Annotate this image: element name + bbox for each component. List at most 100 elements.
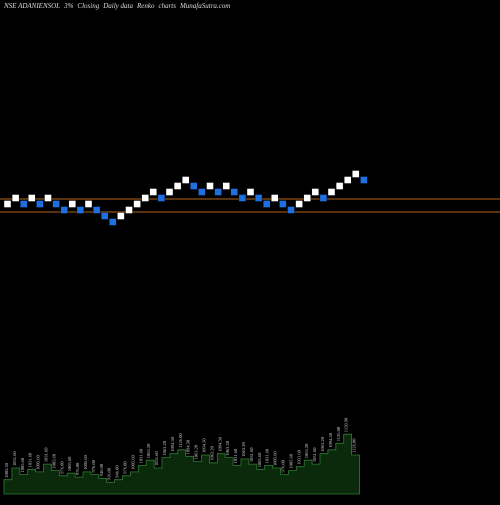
charts-label: charts — [158, 2, 176, 10]
volume-label-7: 1005.60 — [51, 453, 56, 468]
volume-label-6: 1031.60 — [44, 447, 49, 462]
volume-label-15: 946.00 — [115, 465, 120, 478]
volume-label-43: 1126.00 — [336, 426, 341, 441]
renko-brick-18 — [141, 194, 149, 202]
renko-brick-24 — [190, 182, 198, 190]
site-label: MunafaSutra.com — [179, 2, 231, 10]
volume-label-1: 1005.50 — [4, 462, 9, 477]
renko-brick-38 — [303, 194, 311, 202]
renko-brick-20 — [157, 194, 166, 202]
volume-label-37: 1005.60 — [288, 453, 293, 468]
volume-label-3: 1005.60 — [20, 457, 25, 472]
volume-label-34: 1031.60 — [265, 448, 270, 463]
renko-brick-45 — [360, 176, 368, 184]
volume-label-14: 916.00 — [107, 467, 112, 480]
volume-label-36: 976.00 — [281, 459, 286, 472]
renko-brick-34 — [271, 194, 279, 202]
volume-label-32: 1031.60 — [249, 447, 254, 462]
volume-label-16: 976.00 — [123, 461, 128, 474]
renko-brick-23 — [181, 176, 190, 184]
volume-label-45: 1126.00 — [352, 438, 357, 453]
volume-label-25: 1063.20 — [194, 444, 199, 459]
volume-label-39: 1063.20 — [304, 443, 309, 458]
volume-label-2: 1031.60 — [12, 451, 17, 466]
renko-brick-31 — [246, 188, 255, 196]
volume-label-41: 1063.20 — [320, 436, 325, 451]
renko-brick-41 — [327, 188, 336, 196]
basis-label: Closing — [77, 2, 100, 10]
volume-label-12: 976.00 — [91, 459, 96, 472]
volume-label-44: 1150.90 — [344, 417, 349, 432]
chart-header: NSE ADANIENSOL 3% Closing Daily data Renko ch… — [4, 2, 234, 10]
renko-brick-15 — [117, 212, 125, 220]
volume-label-11: 1005.60 — [83, 455, 88, 470]
volume-label-27: 1063.20 — [209, 445, 214, 460]
volume-label-35: 1005.60 — [273, 451, 278, 466]
volume-label-4: 1031.60 — [28, 452, 33, 467]
renko-brick-33 — [263, 200, 271, 208]
renko-brick-43 — [344, 176, 352, 184]
renko-brick-36 — [287, 206, 295, 214]
volume-label-38: 1031.60 — [296, 449, 301, 464]
renko-brick-2 — [11, 194, 20, 202]
renko-brick-13 — [100, 212, 109, 220]
renko-brick-11 — [84, 200, 93, 208]
volume-label-29: 1063.20 — [225, 440, 230, 455]
volume-label-9: 1005.60 — [67, 456, 72, 471]
renko-brick-30 — [238, 194, 247, 202]
volume-label-26: 1094.50 — [202, 438, 207, 453]
renko-brick-3 — [20, 200, 28, 208]
volume-label-24: 1094.50 — [186, 439, 191, 454]
renko-brick-22 — [173, 182, 182, 190]
renko-brick-42 — [335, 182, 344, 190]
volume-label-8: 976.00 — [59, 461, 64, 474]
renko-brick-12 — [92, 206, 101, 214]
volume-label-5: 1005.60 — [36, 455, 41, 470]
box-size-label: 3% — [64, 2, 74, 10]
volume-label-40: 1031.60 — [312, 447, 317, 462]
volume-label-22: 1094.50 — [170, 436, 175, 451]
volume-label-20: 1031.60 — [154, 451, 159, 466]
volume-label-19: 1063.20 — [146, 443, 151, 458]
renko-brick-8 — [60, 206, 68, 214]
volume-label-23: 1126.00 — [178, 433, 183, 448]
renko-brick-10 — [76, 206, 85, 214]
volume-label-10: 976.00 — [75, 462, 80, 475]
renko-brick-29 — [230, 188, 239, 196]
renko-brick-14 — [109, 218, 117, 226]
volume-label-17: 1005.60 — [130, 455, 135, 470]
renko-brick-5 — [36, 200, 44, 208]
renko-brick-19 — [149, 188, 158, 196]
renko-brick-28 — [222, 182, 230, 190]
renko-brick-16 — [125, 206, 133, 214]
renko-brick-35 — [279, 200, 287, 208]
renko-brick-26 — [206, 182, 214, 190]
volume-area — [3, 433, 360, 495]
renko-brick-4 — [28, 194, 36, 202]
renko-brick-27 — [214, 188, 222, 196]
renko-brick-6 — [44, 194, 52, 202]
renko-brick-1 — [3, 200, 12, 208]
symbol-label: NSE ADANIENSOL — [4, 2, 61, 10]
renko-brick-25 — [198, 188, 206, 196]
volume-label-13: 946.00 — [99, 463, 104, 476]
renko-brick-40 — [319, 194, 328, 202]
volume-label-30: 1031.60 — [233, 448, 238, 463]
volume-label-42: 1094.50 — [328, 432, 333, 447]
renko-brick-37 — [295, 200, 303, 208]
volume-label-21: 1063.20 — [162, 440, 167, 455]
volume-label-28: 1094.50 — [217, 436, 222, 451]
renko-brick-17 — [133, 200, 141, 208]
period-label: Daily data — [103, 2, 133, 10]
volume-label-31: 1063.20 — [241, 442, 246, 457]
volume-label-33: 1005.60 — [257, 452, 262, 467]
renko-brick-7 — [52, 200, 60, 208]
renko-brick-32 — [254, 194, 263, 202]
renko-brick-39 — [311, 188, 319, 196]
volume-label-18: 1031.60 — [138, 448, 143, 463]
renko-brick-44 — [352, 170, 360, 178]
chart-kind-label: Renko — [136, 2, 155, 10]
renko-brick-21 — [165, 188, 174, 196]
